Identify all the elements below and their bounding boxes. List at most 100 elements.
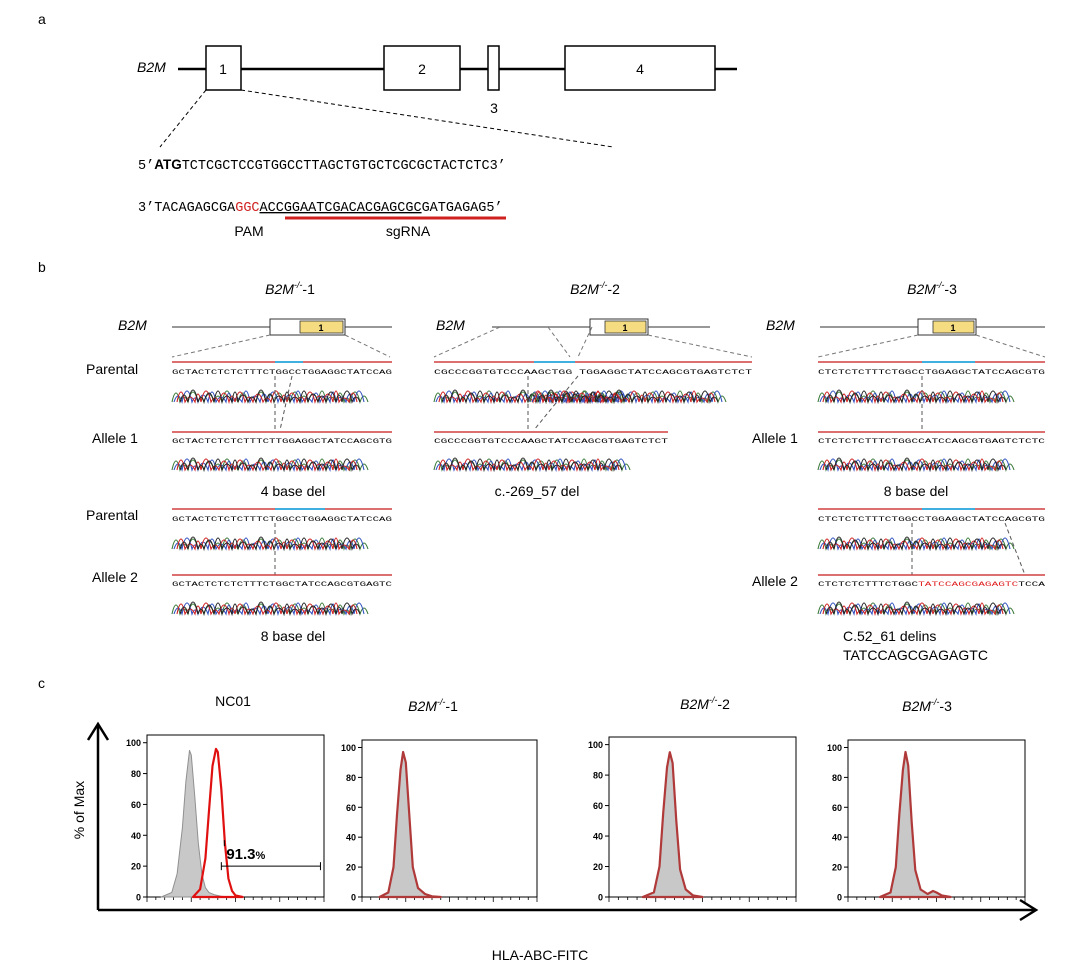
clone-3: B2M-/--3 B2M 1 CTCTCTCTTTCTGGCCTGGAGGCTA… (752, 280, 1046, 663)
clone-2-zoom-mid-1 (547, 326, 571, 358)
clone-3-allele2-trace (817, 601, 1015, 615)
histogram-2-ytick-label: 0 (351, 893, 356, 903)
histograms: 0 20 40 60 80 100 91.3% 0 20 40 60 80 100 0 20 40 60 80 10… (126, 734, 1026, 903)
exon-1-box (205, 45, 242, 91)
clone-3-zoom-right (975, 334, 1046, 358)
histogram-1-frame (146, 734, 325, 898)
panel-a: a B2M 1 2 3 4 5’ATGTCTCGCTCCGTGGCCTTAGCT… (38, 11, 737, 239)
clone-3-parental-1-seq: CTCTCTCTTTCTGGCCTGGAGGCTATCCAGCGTG (818, 369, 1045, 376)
histogram-4-ytick-label: 60 (832, 803, 842, 813)
exon-3-label: 3 (490, 100, 498, 116)
clone-2-zoom-left (433, 326, 501, 358)
gene-label-b2m: B2M (137, 59, 166, 75)
histogram-3-title: B2M-/--2 (680, 695, 730, 712)
row-label-allele2-3: Allele 2 (752, 573, 798, 589)
clone-3-parental-2-trace (817, 536, 1015, 550)
clone-3-zoom-left (817, 334, 919, 358)
histogram-3: 0 20 40 60 80 100 (588, 736, 797, 903)
histogram-2-frame (361, 739, 538, 898)
clone-1-parental-1-seq: GCTACTCTCTCTTTCTGGCCTGGAGGCTATCCAG (172, 369, 392, 376)
clone-2-cut-line-2 (533, 375, 579, 431)
histogram-3-ytick-label: 60 (593, 801, 603, 811)
clone-1-parental-1-trace (171, 389, 369, 403)
histogram-2-series-1 (378, 750, 442, 899)
clone-3-del1-label: 8 base del (884, 483, 949, 499)
histogram-2-ytick-label: 60 (346, 803, 356, 813)
clone-3-allele2-seq: CTCTCTCTTTCTGGC TATCCAGCGAGAGTC TCCA (818, 581, 1045, 588)
histogram-3-ytick-label: 100 (588, 740, 603, 750)
clone-3-exon-1-label: 1 (950, 323, 955, 333)
panel-c: c % of Max HLA-ABC-FITC NC01 B2M-/--1 B2… (38, 675, 1039, 963)
clone-2-allele1-trace (433, 457, 631, 471)
sgrna-label: sgRNA (386, 223, 431, 239)
zoom-line-right (240, 89, 614, 148)
clone-1-parental-2-trace (171, 536, 369, 550)
clone-1-allele2-trace (171, 601, 369, 615)
histogram-4-ytick-label: 80 (832, 773, 842, 783)
zoom-line-left (159, 89, 207, 148)
clone-3-title: B2M-/--3 (907, 280, 957, 297)
clone-2-parental-1-seq: CGCCCGGTGTCCCAAGCTGG TGGAGGCTATCCAGCGTGA… (434, 369, 752, 376)
clone-2-zoom-mid-2 (577, 326, 593, 358)
clone-1-exon-1-box (299, 320, 344, 334)
clone-3-gene-label: B2M (766, 317, 795, 333)
row-label-allele2-1: Allele 2 (92, 569, 138, 585)
clone-3-allele1-trace (817, 457, 1015, 471)
clone-2-gene-label: B2M (436, 317, 465, 333)
histogram-3-ytick-label: 40 (593, 832, 603, 842)
histogram-4-ytick-label: 0 (837, 893, 842, 903)
clone-2: B2M-/--2 B2M 1 CGCCCGGTGTCCCAAGCTGG TGGA… (433, 280, 753, 499)
clone-1-del2-label: 8 base del (261, 628, 326, 644)
exon-2-box (383, 45, 461, 91)
clone-2-title: B2M-/--2 (570, 280, 620, 297)
clone-1-exon-1-label: 1 (318, 323, 323, 333)
histogram-1-ytick-label: 0 (136, 893, 141, 903)
x-axis-arrowhead (1019, 898, 1039, 922)
row-label-allele1-3: Allele 1 (752, 430, 798, 446)
row-label-parental-2: Parental (86, 507, 138, 523)
histogram-1: 0 20 40 60 80 100 91.3% (126, 734, 325, 903)
exon-3-box (487, 45, 500, 91)
histogram-4-title: B2M-/--3 (902, 697, 952, 714)
bottom-strand-sequence: 3’TACAGAGCGAGGCACCGGAATCGACACGAGCGCGATGA… (138, 201, 503, 216)
histogram-2: 0 20 40 60 80 100 (341, 739, 538, 903)
histogram-3-ytick-label: 80 (593, 771, 603, 781)
histogram-3-series-1 (641, 751, 704, 899)
panel-letter-c: c (38, 675, 45, 691)
clone-3-parental-1-trace (817, 389, 1015, 403)
clone-1-parental-2-seq: GCTACTCTCTCTTTCTGGCCTGGAGGCTATCCAG (172, 516, 392, 523)
clone-3-exon-1-box (932, 320, 975, 334)
clone-2-exon-1-label: 1 (622, 323, 627, 333)
exon-4-box (564, 45, 716, 91)
clone-3-parental-2-seq: CTCTCTCTTTCTGGCCTGGAGGCTATCCAGCGTG (818, 516, 1045, 523)
clone-3-allele1-seq: CTCTCTCTTTCTGGCCATCCAGCGTGAGTCTCTC (818, 438, 1045, 445)
histogram-1-ytick-label: 80 (131, 769, 141, 779)
top-strand-sequence: 5’ATGTCTCGCTCCGTGGCCTTAGCTGTGCTCGCGCTACT… (138, 157, 506, 174)
histogram-4: 0 20 40 60 80 100 (827, 739, 1026, 903)
panel-b: b B2M-/--1 B2M 1 Parental GCTACTCTCTCTTT… (38, 259, 1046, 663)
x-axis-label: HLA-ABC-FITC (492, 947, 588, 963)
histogram-4-ytick-label: 100 (827, 743, 842, 753)
clone-2-exon-1-box (604, 320, 647, 334)
histogram-1-ytick-label: 40 (131, 831, 141, 841)
histogram-1-title: NC01 (215, 693, 251, 709)
histogram-3-ytick-label: 20 (593, 862, 603, 872)
clone-1-allele1-seq: GCTACTCTCTCTTTCTTGGAGGCTATCCAGCGTG (172, 438, 392, 445)
histogram-3-frame (608, 736, 797, 898)
histogram-2-title: B2M-/--1 (408, 697, 458, 714)
exon-1-label: 1 (219, 61, 227, 77)
histogram-2-ytick-label: 80 (346, 773, 356, 783)
y-axis-arrowhead (86, 721, 110, 741)
histogram-1-ytick-label: 20 (131, 862, 141, 872)
clone-3-del2-label-1: C.52_61 delins (843, 628, 936, 644)
histogram-4-ytick-label: 20 (832, 863, 842, 873)
histogram-2-ytick-label: 40 (346, 833, 356, 843)
clone-1-allele2-seq: GCTACTCTCTCTTTCTGGCTATCCAGCGTGAGTC (172, 581, 392, 588)
histogram-1-series-1 (160, 749, 233, 898)
histogram-4-ytick-label: 40 (832, 833, 842, 843)
histogram-1-ytick-label: 100 (126, 738, 141, 748)
clone-2-zoom-right (647, 334, 753, 358)
clone-2-del1-label: c.-269_57 del (495, 483, 580, 499)
histogram-4-frame (847, 739, 1026, 898)
